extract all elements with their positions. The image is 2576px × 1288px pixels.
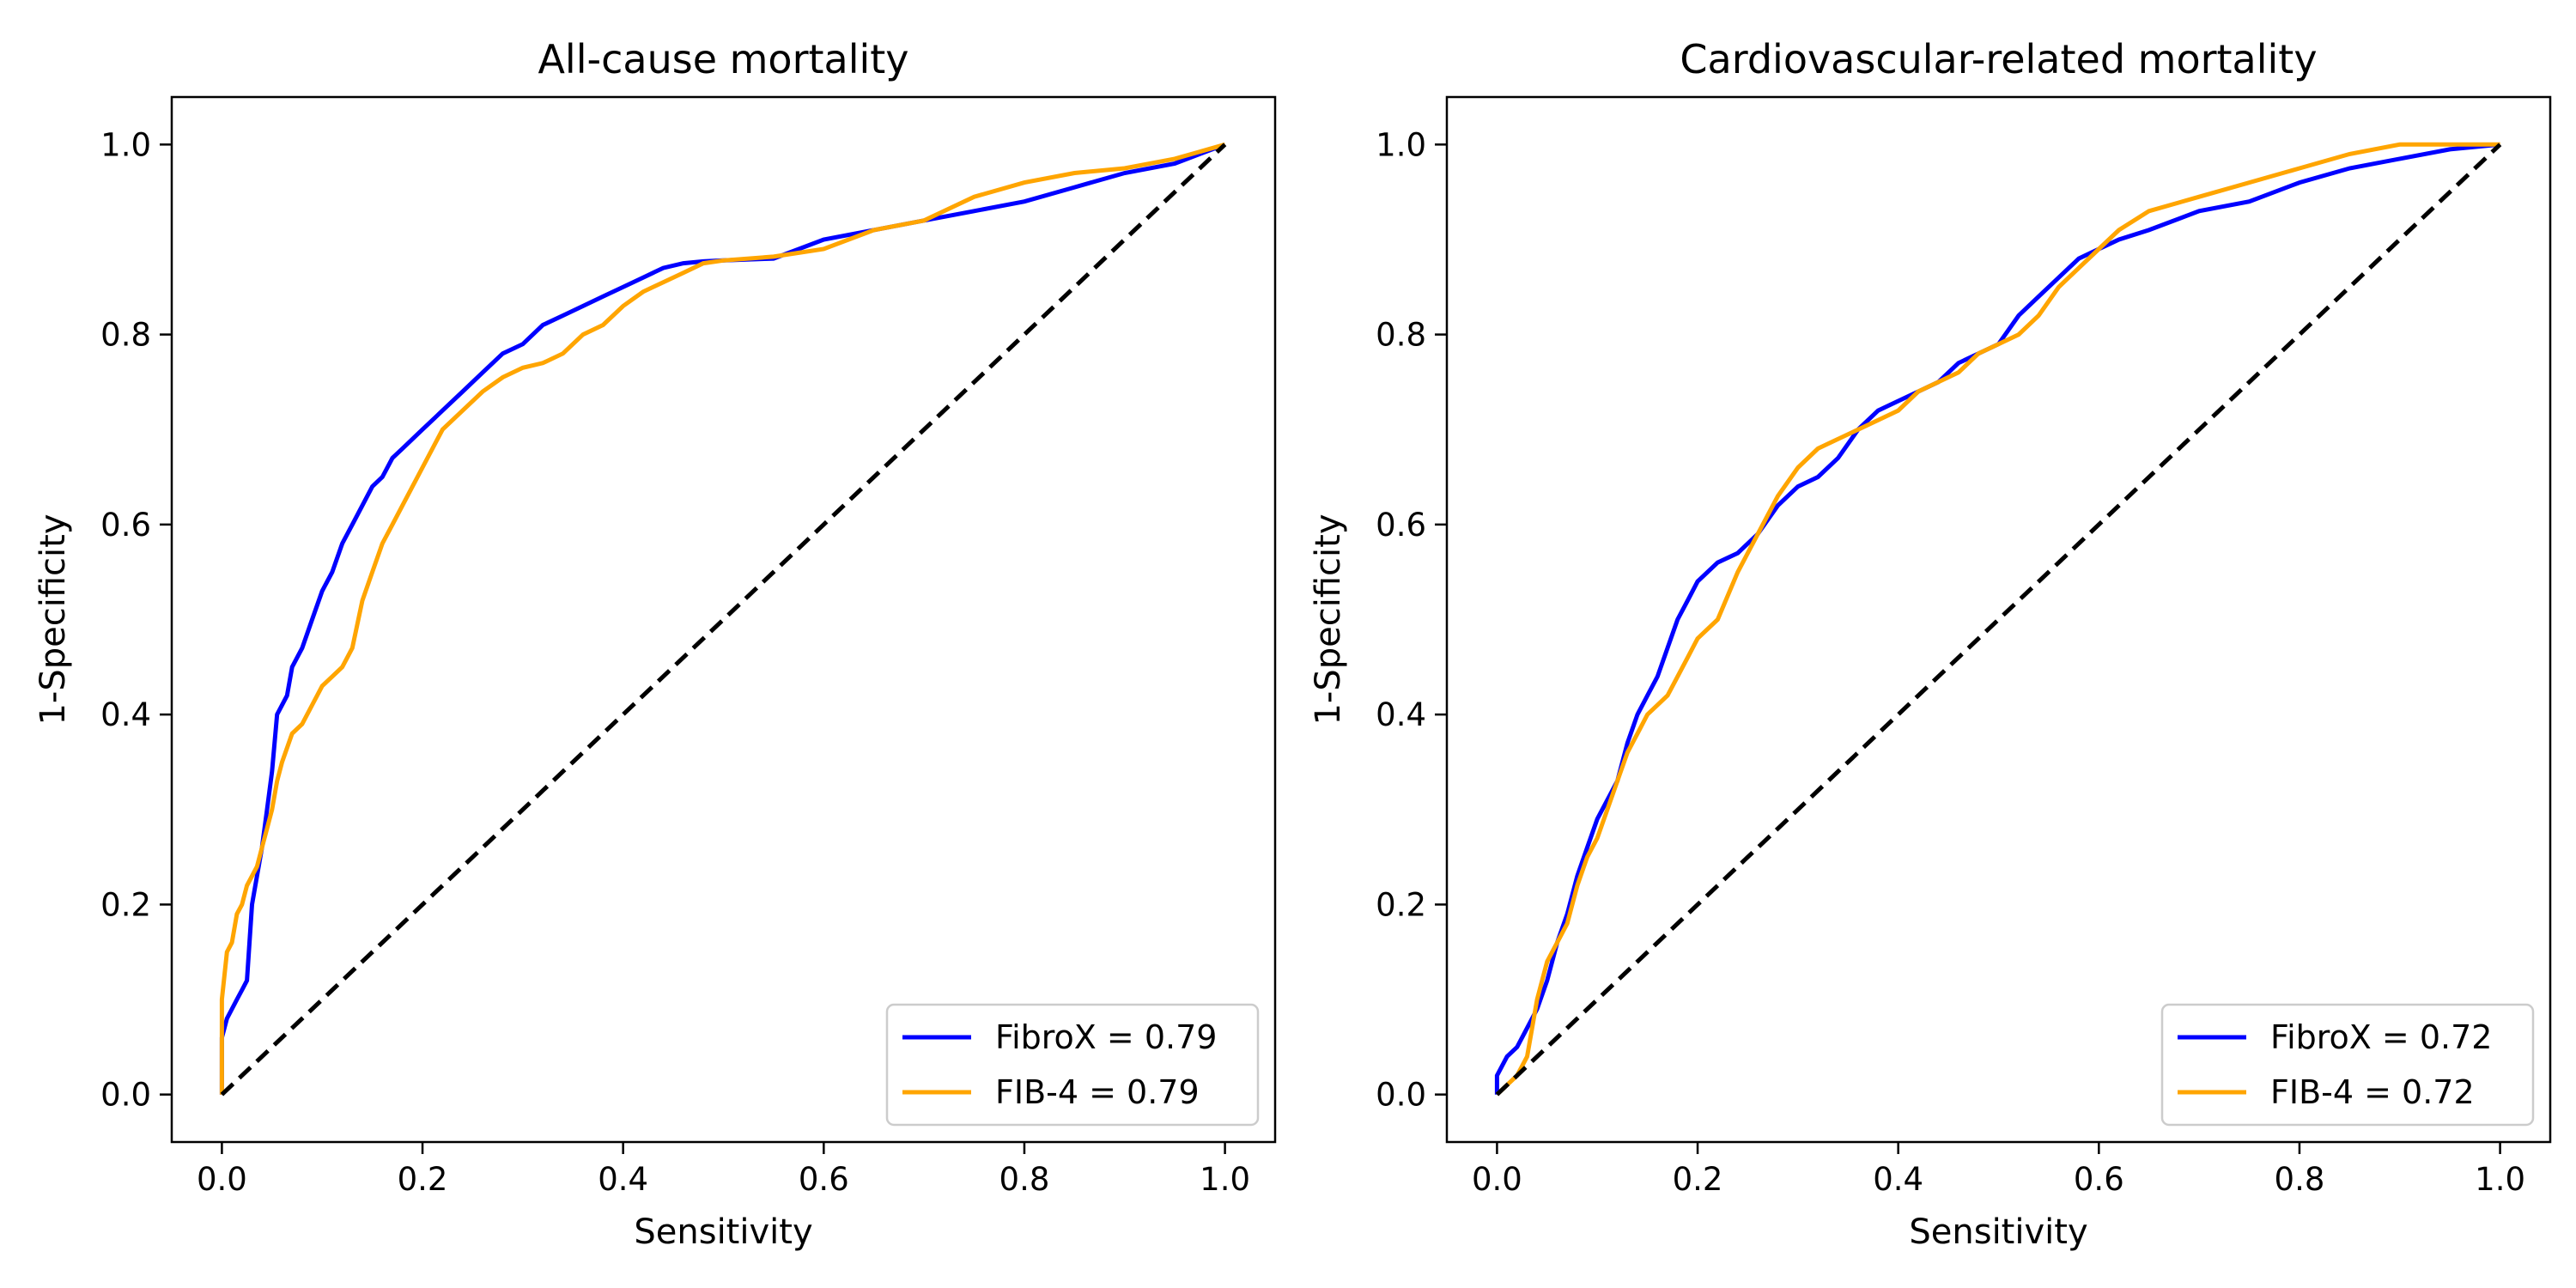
x-tick-label: 0.8 (2275, 1161, 2325, 1198)
series-line-reference (1495, 143, 2502, 1097)
series-line-fibrox (1494, 142, 2500, 1095)
y-tick-label: 0.6 (100, 507, 151, 544)
series-line-fib4 (1495, 142, 2500, 1097)
x-tick-label: 0.2 (398, 1161, 448, 1198)
x-axis-label: Sensitivity (1909, 1212, 2087, 1252)
axes-frame (1445, 95, 2552, 1144)
legend-label-fibrox: FibroX = 0.72 (2270, 1018, 2492, 1056)
y-tick-label: 0.4 (100, 696, 151, 733)
axes-frame (170, 95, 1277, 1144)
x-tick-label: 0.4 (598, 1161, 648, 1198)
series-line-fib4 (219, 142, 1226, 1095)
x-axis-label: Sensitivity (634, 1212, 812, 1252)
legend: FibroX = 0.72 FIB-4 = 0.72 (2160, 1003, 2535, 1127)
series-line-reference (220, 143, 1227, 1097)
y-tick-label: 0.8 (1376, 317, 1426, 354)
y-axis-label: 1-Specificity (1309, 513, 1348, 725)
legend-box (2160, 1003, 2535, 1127)
x-tick-label: 1.0 (2475, 1161, 2525, 1198)
x-tick-label: 0.4 (1873, 1161, 1923, 1198)
legend-box (885, 1003, 1260, 1127)
legend-label-fib4: FIB-4 = 0.72 (2270, 1073, 2475, 1111)
panel-cardiovascular: Cardiovascular-related mortality 0.0 0.2 0.… (1309, 36, 2552, 1252)
y-axis-label: 1-Specificity (33, 513, 73, 725)
x-tick-label: 0.8 (999, 1161, 1050, 1198)
x-tick-label: 1.0 (1200, 1161, 1250, 1198)
chart-title: All-cause mortality (538, 36, 908, 82)
y-tick-label: 1.0 (1376, 126, 1426, 163)
y-tick-label: 0.0 (100, 1077, 151, 1114)
y-tick-label: 0.8 (100, 317, 151, 354)
x-tick-label: 0.0 (197, 1161, 247, 1198)
x-tick-label: 0.6 (2074, 1161, 2124, 1198)
y-tick-label: 0.0 (1376, 1077, 1426, 1114)
y-tick-label: 0.2 (100, 886, 151, 923)
y-tick-label: 0.6 (1376, 507, 1426, 544)
y-tick-label: 1.0 (100, 126, 151, 163)
x-tick-label: 0.0 (1472, 1161, 1522, 1198)
chart-title: Cardiovascular-related mortality (1680, 36, 2317, 82)
legend-label-fibrox: FibroX = 0.79 (995, 1018, 1217, 1056)
panel-all-cause: All-cause mortality 0.0 0.2 0.4 0.6 0.8 1.0 0.0… (33, 36, 1277, 1252)
y-tick-label: 0.4 (1376, 696, 1426, 733)
x-tick-label: 0.2 (1673, 1161, 1723, 1198)
x-tick-label: 0.6 (799, 1161, 849, 1198)
legend-label-fib4: FIB-4 = 0.79 (995, 1073, 1200, 1111)
y-tick-label: 0.2 (1376, 886, 1426, 923)
legend: FibroX = 0.79 FIB-4 = 0.79 (885, 1003, 1260, 1127)
